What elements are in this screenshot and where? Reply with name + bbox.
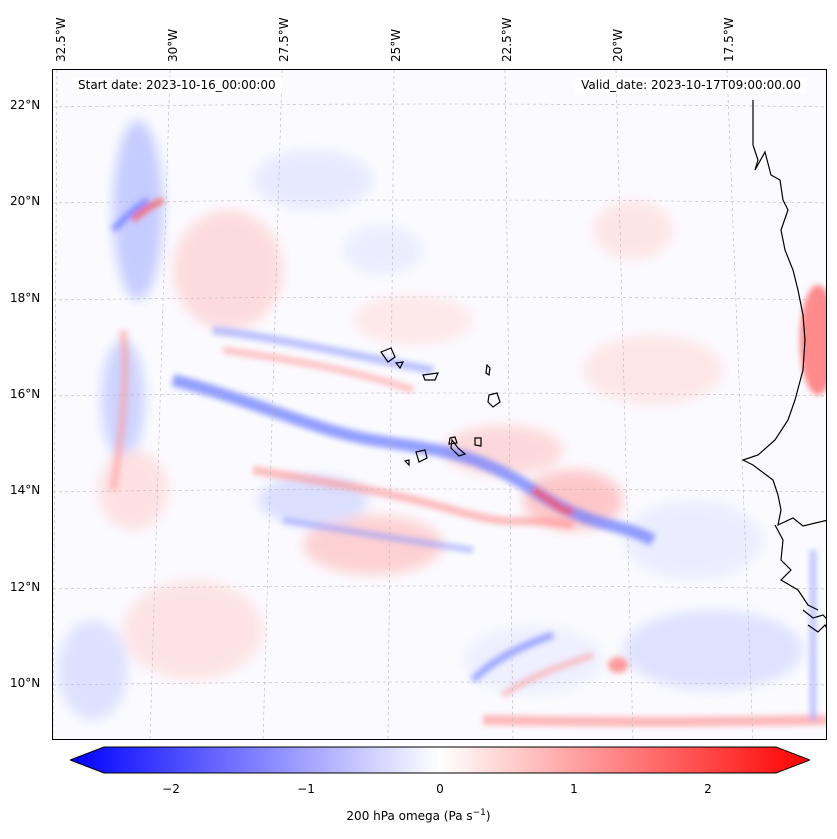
lon-label-27-5w: 27.5°W <box>277 17 291 62</box>
lat-label-12n: 12°N <box>10 580 41 594</box>
start-date-label: Start date: 2023-10-16_00:00:00 <box>72 77 282 93</box>
colorbar-tick-0: 0 <box>436 782 444 796</box>
lat-label-18n: 18°N <box>10 291 41 305</box>
lat-label-10n: 10°N <box>10 676 41 690</box>
omega-field <box>58 120 826 727</box>
colorbar-tick-2: 2 <box>704 782 712 796</box>
lon-label-20w: 20°W <box>611 28 625 62</box>
omega-field-map <box>53 70 826 739</box>
lat-label-14n: 14°N <box>10 483 41 497</box>
graticule <box>53 70 826 739</box>
map-panel[interactable] <box>52 69 827 740</box>
colorbar-tick-neg2: −2 <box>162 782 180 796</box>
colorbar-label-exponent: −1 <box>472 808 486 818</box>
lat-label-16n: 16°N <box>10 387 41 401</box>
lat-label-22n: 22°N <box>10 98 41 112</box>
valid-date-label: Valid_date: 2023-10-17T09:00:00.00 <box>575 77 807 93</box>
colorbar-label-text: 200 hPa omega (Pa s <box>346 809 473 823</box>
lon-label-32-5w: 32.5°W <box>54 17 68 62</box>
colorbar-tick-neg1: −1 <box>297 782 315 796</box>
lon-label-30w: 30°W <box>166 28 180 62</box>
colorbar-label-close: ) <box>485 809 491 823</box>
lon-label-17-5w: 17.5°W <box>722 17 736 62</box>
lon-label-22-5w: 22.5°W <box>500 17 514 62</box>
colorbar-tick-1: 1 <box>570 782 578 796</box>
colorbar <box>70 746 810 774</box>
colorbar-label: 200 hPa omega (Pa s−1) <box>0 808 837 823</box>
coastline <box>380 100 826 633</box>
lat-label-20n: 20°N <box>10 194 41 208</box>
lon-label-25w: 25°W <box>389 28 403 62</box>
